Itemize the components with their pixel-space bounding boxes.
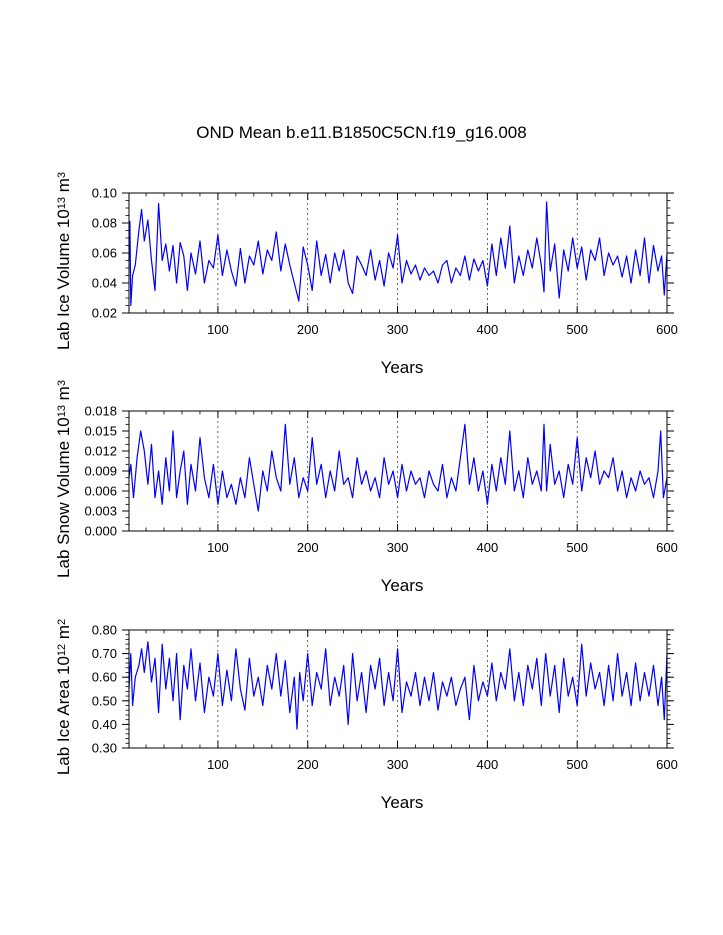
x-tick-label: 100 bbox=[207, 322, 229, 337]
panel-ice-volume: 100 200 300 400 500 600 0.02 0.04 0.06 0.08 0.10 Ye… bbox=[54, 172, 678, 377]
y-tick-label: 0.009 bbox=[84, 464, 117, 479]
x-tick-label: 600 bbox=[656, 540, 678, 555]
y-tick-label: 0.60 bbox=[92, 670, 117, 685]
x-tick-label: 200 bbox=[297, 322, 319, 337]
series-line bbox=[128, 423, 668, 512]
panel-ice-area: 100 200 300 400 500 600 0.30 0.40 0.50 0.60 0.70 0.… bbox=[54, 619, 678, 812]
y-axis-label: Lab Snow Volume 1013 m3 bbox=[54, 380, 73, 578]
x-tick-label: 400 bbox=[477, 540, 499, 555]
y-tick-label: 0.10 bbox=[92, 186, 117, 201]
y-axis-label-part: Lab Ice Volume 10 bbox=[54, 209, 73, 350]
x-tick-label: 200 bbox=[297, 757, 319, 772]
y-tick-label: 0.02 bbox=[92, 306, 117, 321]
y-axis-label: Lab Ice Area 1012 m2 bbox=[54, 619, 73, 775]
x-tick-label: 400 bbox=[477, 322, 499, 337]
y-axis-label-part: Lab Snow Volume 10 bbox=[54, 417, 73, 578]
figure-title: OND Mean b.e11.B1850C5CN.f19_g16.008 bbox=[196, 123, 527, 142]
y-axis-label-superscript: 13 bbox=[56, 197, 68, 209]
y-axis-label-superscript: 3 bbox=[56, 380, 68, 386]
x-tick-label: 500 bbox=[566, 540, 588, 555]
x-tick-label: 600 bbox=[656, 322, 678, 337]
x-axis-label: Years bbox=[381, 793, 424, 812]
y-tick-label: 0.30 bbox=[92, 741, 117, 756]
x-tick-label: 100 bbox=[207, 540, 229, 555]
plot-frame bbox=[128, 192, 668, 314]
plot-frame bbox=[128, 629, 668, 749]
y-tick-label: 0.000 bbox=[84, 524, 117, 539]
series-line bbox=[128, 201, 668, 307]
y-tick-label: 0.003 bbox=[84, 504, 117, 519]
y-tick-label: 0.08 bbox=[92, 216, 117, 231]
x-axis-label: Years bbox=[381, 358, 424, 377]
y-axis-label-superscript: 13 bbox=[56, 405, 68, 417]
y-tick-label: 0.40 bbox=[92, 717, 117, 732]
series-line bbox=[128, 641, 668, 730]
x-tick-label: 500 bbox=[566, 757, 588, 772]
y-tick-label: 0.70 bbox=[92, 646, 117, 661]
y-tick-label: 0.015 bbox=[84, 424, 117, 439]
x-tick-label: 600 bbox=[656, 757, 678, 772]
panel-snow-volume: 100 200 300 400 500 600 0.000 0.003 0.006 0.009 0.… bbox=[54, 380, 678, 595]
y-tick-label: 0.80 bbox=[92, 623, 117, 638]
y-tick-label: 0.012 bbox=[84, 444, 117, 459]
x-axis-label: Years bbox=[381, 576, 424, 595]
x-tick-label: 300 bbox=[387, 540, 409, 555]
y-axis-label-superscript: 2 bbox=[56, 619, 68, 625]
x-tick-label: 400 bbox=[477, 757, 499, 772]
x-tick-label: 300 bbox=[387, 322, 409, 337]
y-axis-label-part: m bbox=[54, 178, 73, 197]
y-axis-label-superscript: 3 bbox=[56, 172, 68, 178]
y-axis-label-part: m bbox=[54, 625, 73, 644]
y-tick-label: 0.018 bbox=[84, 404, 117, 419]
y-tick-label: 0.006 bbox=[84, 484, 117, 499]
x-tick-label: 200 bbox=[297, 540, 319, 555]
x-tick-label: 300 bbox=[387, 757, 409, 772]
x-tick-label: 100 bbox=[207, 757, 229, 772]
y-tick-label: 0.50 bbox=[92, 693, 117, 708]
plot-frame bbox=[128, 410, 668, 532]
y-tick-label: 0.06 bbox=[92, 246, 117, 261]
y-axis-label-part: m bbox=[54, 386, 73, 405]
y-axis-label-part: Lab Ice Area 10 bbox=[54, 656, 73, 775]
y-axis-label-superscript: 12 bbox=[56, 644, 68, 656]
y-axis-label: Lab Ice Volume 1013 m3 bbox=[54, 172, 73, 350]
y-tick-label: 0.04 bbox=[92, 276, 117, 291]
x-tick-label: 500 bbox=[566, 322, 588, 337]
